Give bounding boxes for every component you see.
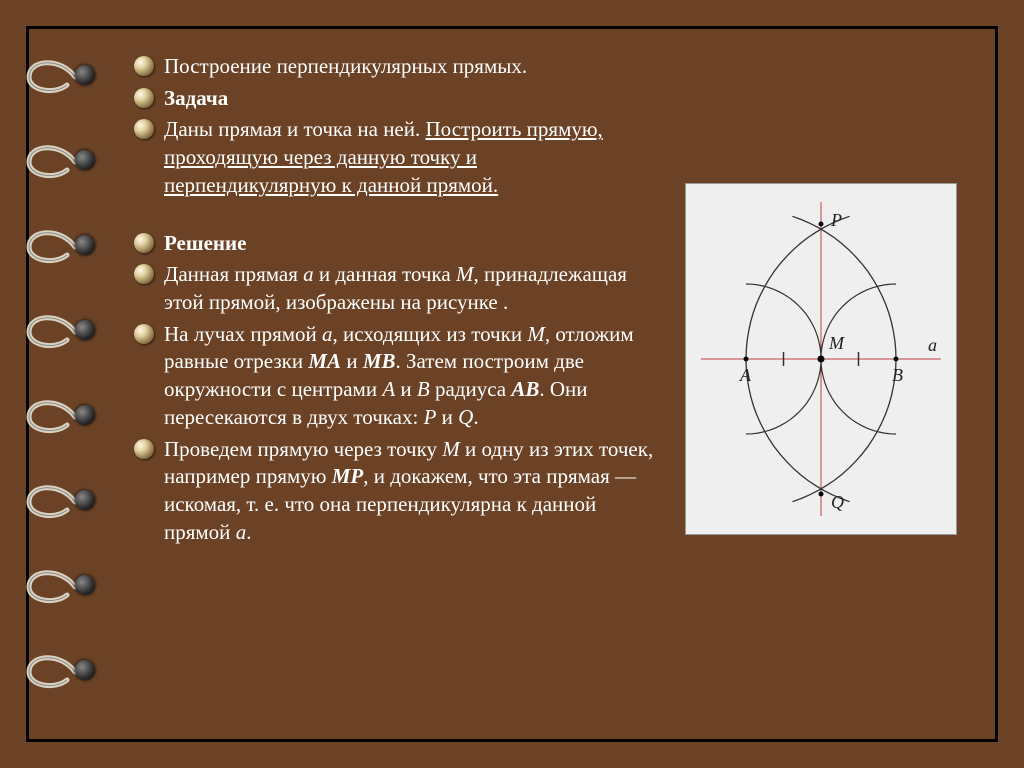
svg-text:M: M [828,333,845,353]
spacer [134,204,654,230]
spiral-ring-icon [47,308,95,352]
slide-inner: Построение перпендикулярных прямых. Зада… [26,26,998,742]
problem-label: Задача [164,85,654,113]
svg-text:A: A [739,365,752,385]
problem-text-a: Даны прямая и точка на ней. [164,117,426,141]
title-text: Построение перпендикулярных прямых. [164,53,654,81]
bullet-item: Проведем прямую через точку M и одну из … [134,436,654,547]
para2: На лучах прямой a, исходящих из точки M,… [164,321,654,432]
spiral-ring-icon [47,648,95,692]
bullet-item: Даны прямая и точка на ней. Построить пр… [134,116,654,199]
svg-text:P: P [830,210,842,230]
problem-text: Даны прямая и точка на ней. Построить пр… [164,116,654,199]
bullet-marker-icon [134,439,154,459]
bullet-item: Построение перпендикулярных прямых. [134,53,654,81]
spiral-binding [47,47,137,721]
bullet-marker-icon [134,233,154,253]
bullet-list: Построение перпендикулярных прямых. Зада… [134,53,654,547]
solution-label: Решение [164,230,654,258]
spiral-ring-icon [47,223,95,267]
svg-text:B: B [892,365,903,385]
spiral-ring-icon [47,393,95,437]
bullet-marker-icon [134,119,154,139]
geometry-figure: P Q M A B a [685,183,957,535]
bullet-item: На лучах прямой a, исходящих из точки M,… [134,321,654,432]
content-area: Построение перпендикулярных прямых. Зада… [134,53,979,723]
bullet-item: Задача [134,85,654,113]
bullet-marker-icon [134,56,154,76]
spiral-ring-icon [47,53,95,97]
svg-text:a: a [928,335,937,355]
spiral-ring-icon [47,563,95,607]
bullet-marker-icon [134,264,154,284]
para1: Данная прямая a и данная точка M, принад… [164,261,654,316]
bullet-marker-icon [134,324,154,344]
spiral-ring-icon [47,478,95,522]
slide: Построение перпендикулярных прямых. Зада… [0,0,1024,768]
bullet-item: Данная прямая a и данная точка M, принад… [134,261,654,316]
spiral-ring-icon [47,138,95,182]
para3: Проведем прямую через точку M и одну из … [164,436,654,547]
figure-svg: P Q M A B a [686,184,956,534]
bullet-marker-icon [134,88,154,108]
bullet-item: Решение [134,230,654,258]
svg-text:Q: Q [831,492,844,512]
